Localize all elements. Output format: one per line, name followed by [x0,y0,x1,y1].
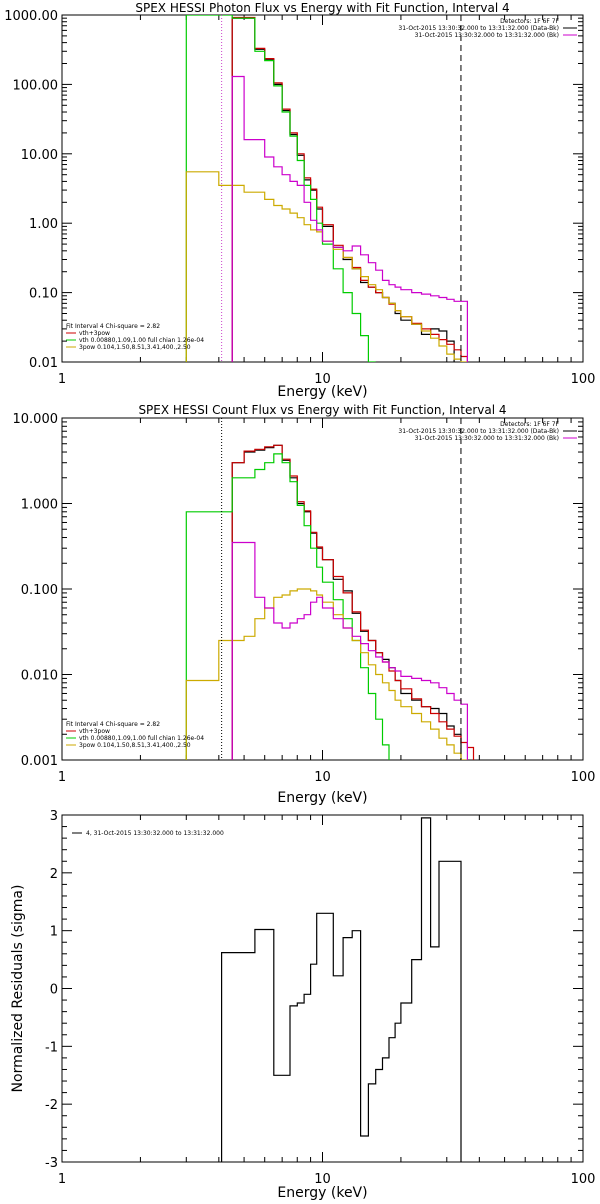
legend-left-item: 4, 31-Oct-2015 13:30:32.000 to 13:31:32.… [86,830,224,837]
series-residuals [221,817,462,1162]
chart-panel-3: 1 10 100 -3 -2 -1 0 1 2 3 Energy (keV) Normalized R… [10,809,596,1201]
y-tick-label: 0 [50,983,58,998]
series-bk [231,75,468,362]
x-axis-label: Energy (keV) [277,1185,367,1200]
y-tick-label: 1000.00 [4,9,58,24]
x-tick-label: 1 [58,770,66,785]
y-tick-label: 0.01 [29,356,58,371]
legend-left-item: Fit Interval 4 Chi-square = 2.82 [66,721,160,728]
x-tick-label: 1 [58,372,66,387]
legend-right-item: Detectors: 1F 6F 7F [500,421,559,428]
plot-frame [61,814,584,1163]
series-3pow [185,588,468,760]
series-group [185,15,468,362]
x-tick-label: 10 [314,1172,331,1187]
y-tick-label: 1.00 [29,217,58,232]
y-tick-label: 100.00 [13,78,59,93]
y-tick-label: -2 [45,1098,58,1113]
legend-right-item: Detectors: 1F 6F 7F [500,18,559,25]
x-tick-label: 100 [571,770,596,785]
legend-right-item: 31-Oct-2015 13:30:32.000 to 13:31:32.000… [398,428,559,435]
plot-frame [61,417,584,761]
legend-right-item: 31-Oct-2015 13:30:32.000 to 13:31:32.000… [398,25,559,32]
y-tick-label: 0.10 [29,287,58,302]
x-axis-label: Energy (keV) [277,790,367,806]
chart-panel-2: SPEX HESSI Count Flux vs Energy with Fit… [13,403,596,806]
y-axis-label: Normalized Residuals (sigma) [10,885,26,1093]
chart-title: SPEX HESSI Photon Flux vs Energy with Fi… [135,1,509,15]
x-tick-label: 100 [571,1172,596,1187]
series-3pow [185,171,468,362]
legend-left-item: Fit Interval 4 Chi-square = 2.82 [66,323,160,330]
series-data-bk [231,17,455,362]
y-tick-label: 0.010 [21,669,58,684]
x-tick-label: 10 [314,770,331,785]
x-tick-label: 1 [58,1172,66,1187]
series-vth [185,453,390,760]
y-tick-label: 10.000 [13,412,59,427]
x-axis-label: Energy (keV) [277,384,367,400]
legend-left-item: 3pow 0.104,1.50,8.51,3.41,400.,2.50 [79,742,191,749]
y-tick-label: -3 [45,1156,58,1171]
series-vth [185,15,376,362]
x-tick-label: 10 [314,372,331,387]
legend-left-item: vth 0.00880,1.09,1.00 full chian 1.26e-0… [79,735,204,742]
y-tick-label: 3 [50,809,58,824]
legend-left-item: 3pow 0.104,1.50,8.51,3.41,400.,2.50 [79,344,191,351]
y-tick-label: -1 [45,1040,58,1055]
legend-left-item: vth 0.00880,1.09,1.00 full chian 1.26e-0… [79,337,204,344]
series-vth-3pow [231,444,475,760]
y-tick-label: 10.00 [21,148,58,163]
y-tick-label: 1 [50,925,58,940]
chart-panel-1: SPEX HESSI Photon Flux vs Energy with Fi… [4,1,595,400]
y-tick-label: 0.001 [21,754,58,769]
legend-right-item: 31-Oct-2015 13:30:32.000 to 13:31:32.000… [415,32,559,39]
series-group [221,817,462,1162]
x-tick-label: 100 [571,372,596,387]
series-data-bk [231,444,462,760]
series-group [185,444,475,760]
legend-left-item: vth+3pow [79,728,110,735]
series-bk [231,541,468,760]
y-tick-label: 1.000 [21,498,58,513]
y-tick-label: 0.100 [21,583,58,598]
legend-left-item: vth+3pow [79,330,110,337]
series-vth-3pow [231,16,468,362]
legend-right-item: 31-Oct-2015 13:30:32.000 to 13:31:32.000… [415,435,559,442]
chart-title: SPEX HESSI Count Flux vs Energy with Fit… [138,403,506,417]
plot-frame [61,14,584,363]
y-tick-label: 2 [50,867,58,882]
